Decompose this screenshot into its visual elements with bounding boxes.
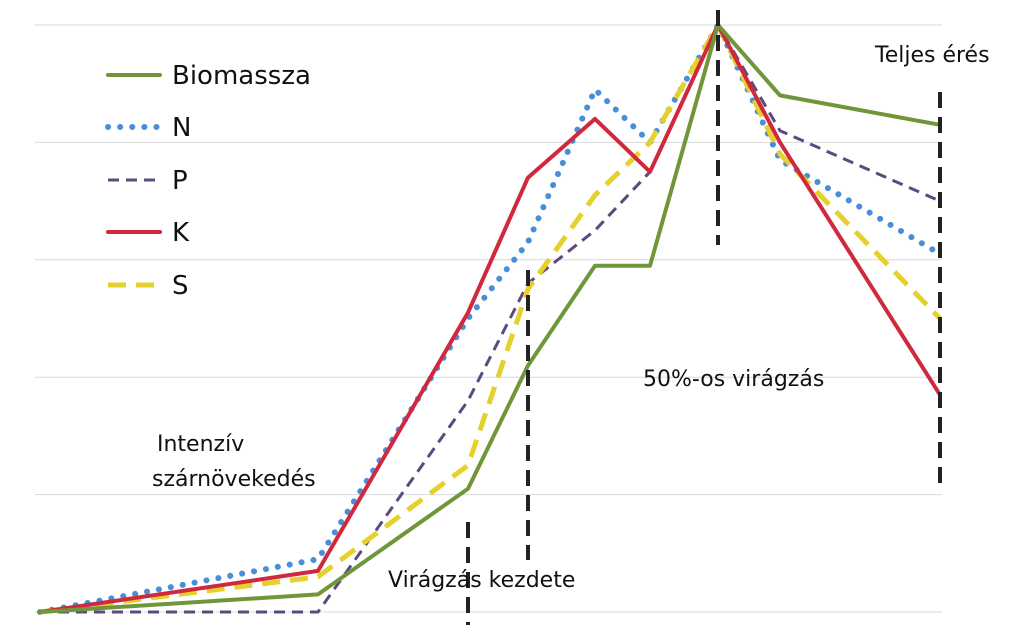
gridlines: [35, 24, 942, 613]
legend-item-p: P: [108, 166, 188, 196]
legend-item-s: S: [108, 271, 189, 301]
legend-label-k: K: [172, 218, 190, 248]
annotation-viragzas-kezdete: Virágzás kezdete: [388, 568, 575, 593]
legend-label-p: P: [172, 166, 188, 196]
annotation-intenziv: Intenzív: [157, 432, 244, 457]
series-line-biomassza: [38, 23, 942, 614]
stage-annotations: Intenzív szárnövekedés Virágzás kezdete …: [152, 43, 990, 593]
legend-label-s: S: [172, 271, 189, 301]
legend-label-n: N: [172, 113, 191, 143]
legend: Biomassza N P K S: [105, 61, 311, 301]
legend-label-biomassza: Biomassza: [172, 61, 311, 91]
series-line-s: [39, 22, 942, 615]
stage-markers: [466, 10, 942, 625]
legend-item-biomassza: Biomassza: [106, 61, 311, 91]
series-line-n: [37, 22, 943, 615]
legend-item-k: K: [106, 218, 190, 248]
annotation-teljes-eres: Teljes érés: [874, 43, 990, 68]
annotation-szarnovekedes: szárnövekedés: [152, 467, 316, 492]
series-line-k: [38, 23, 942, 614]
annotation-50-viragzas: 50%-os virágzás: [643, 367, 824, 392]
series-lines: [37, 22, 943, 615]
legend-item-n: N: [105, 113, 191, 143]
